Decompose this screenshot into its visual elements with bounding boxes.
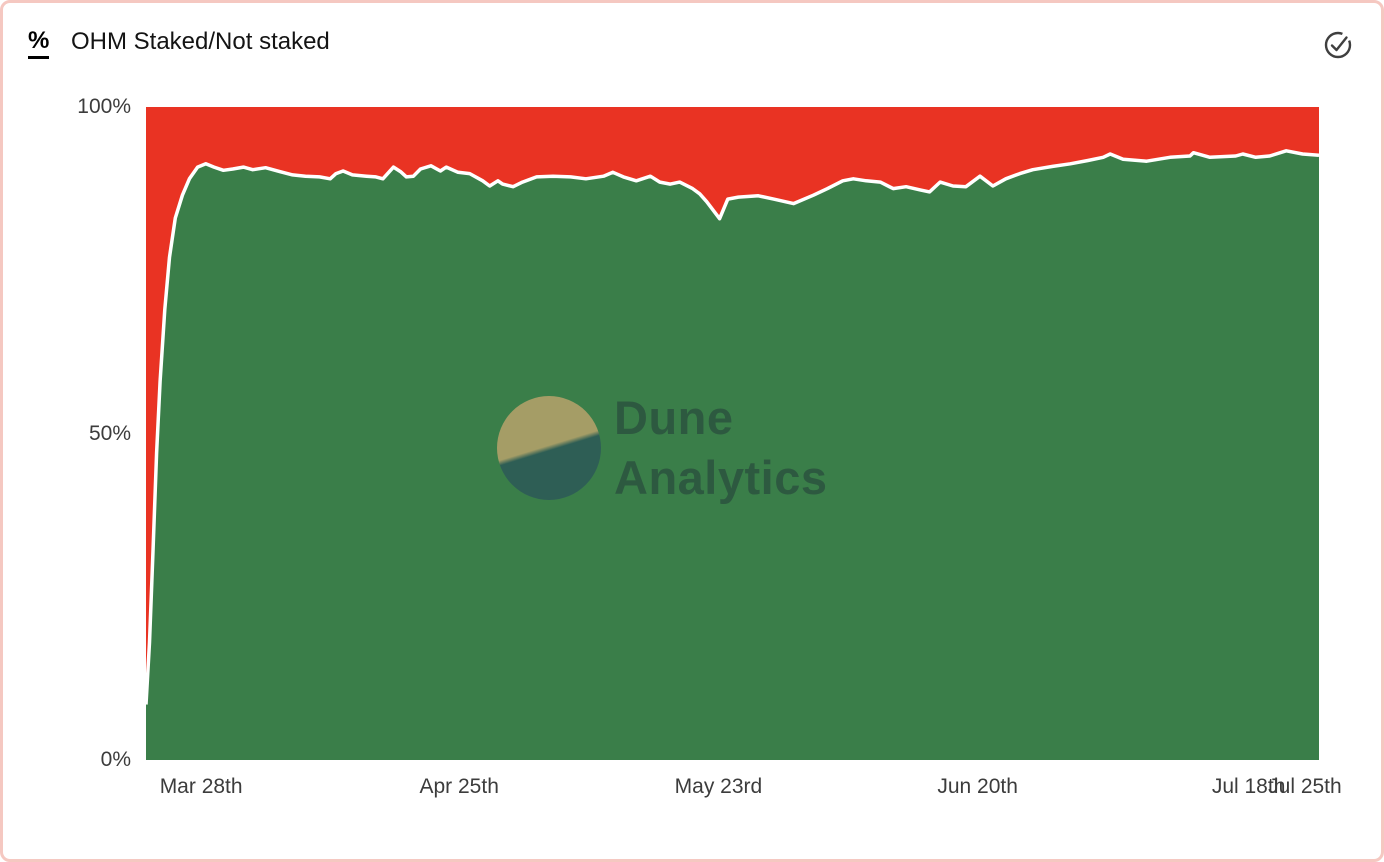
plot-area[interactable]: Dune Analytics [146, 107, 1319, 760]
stacked-area-chart [146, 107, 1319, 760]
x-tick-label: Jun 20th [937, 775, 1018, 798]
check-circle-icon[interactable] [1321, 28, 1355, 62]
area-staked [146, 150, 1319, 760]
x-tick-label: Jul 18th [1211, 775, 1286, 798]
chart-title: OHM Staked/Not staked [71, 28, 330, 55]
y-tick-label: 100% [77, 95, 131, 118]
y-axis-unit-link[interactable]: % [28, 27, 50, 59]
y-tick-label: 50% [88, 421, 131, 445]
x-tick-label: Apr 25th [419, 775, 499, 798]
staked-boundary-line [146, 149, 1319, 705]
x-tick-label: Jul 25th [1268, 775, 1342, 798]
x-tick-label: May 23rd [674, 775, 763, 798]
x-tick-label: Mar 28th [159, 775, 243, 798]
y-axis: 100% 50% 0% [3, 95, 131, 771]
x-axis: Mar 28th Apr 25th May 23rd Jun 20th Jul 18th… [146, 775, 1342, 807]
y-tick-label: 0% [100, 748, 131, 771]
